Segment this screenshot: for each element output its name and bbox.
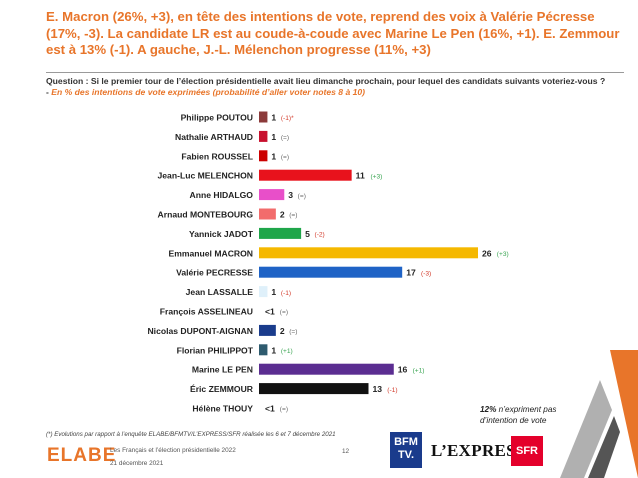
elabe-logo: ELABE	[47, 445, 117, 466]
triangle-dark	[588, 416, 620, 478]
sfr-logo: SFR	[511, 436, 543, 466]
value-label: <1	[265, 307, 275, 317]
change-label: (=)	[289, 212, 297, 219]
change-label: (-1)	[387, 387, 397, 394]
candidate-label: Hélène THOUY	[192, 404, 253, 414]
change-label: (-1)	[281, 290, 291, 297]
bar	[259, 208, 276, 220]
page-number: 12	[342, 448, 350, 455]
bar	[259, 247, 478, 259]
candidate-label: Éric ZEMMOUR	[190, 384, 254, 394]
value-label: 17	[406, 268, 416, 278]
silent-note-value: 12%	[480, 405, 497, 414]
question-bold: Question : Si le premier tour de l’élect…	[46, 76, 606, 97]
change-label: (-2)	[315, 232, 325, 239]
change-label: (+1)	[281, 348, 293, 355]
value-label: 2	[280, 326, 285, 336]
footer-date: 21 décembre 2021	[110, 460, 164, 467]
change-label: (=)	[281, 154, 289, 161]
candidate-label: Nicolas DUPONT-AIGNAN	[147, 326, 253, 336]
bar	[259, 130, 268, 142]
candidate-label: Marine LE PEN	[192, 365, 253, 375]
value-label: 1	[271, 113, 276, 123]
candidate-label: Yannick JADOT	[189, 229, 254, 239]
silent-note-text: n’expriment pas d’intention de vote	[480, 405, 557, 425]
triangle-grey	[560, 380, 612, 478]
divider	[46, 72, 624, 73]
headline: E. Macron (26%, +3), en tête des intenti…	[46, 9, 620, 57]
value-label: 11	[356, 171, 365, 181]
value-label: 1	[271, 151, 276, 161]
bfmtv-logo-line1: BFM	[394, 436, 418, 448]
elabe-triangle-decoration	[560, 350, 638, 478]
change-label: (+1)	[413, 367, 425, 374]
value-label: 5	[305, 229, 310, 239]
candidate-label: Emmanuel MACRON	[168, 248, 253, 258]
bfmtv-logo: BFM TV.	[390, 432, 422, 468]
change-label: (-3)	[421, 270, 431, 277]
bar	[259, 189, 285, 201]
bar	[259, 286, 268, 298]
bar	[259, 111, 268, 123]
bar	[259, 266, 403, 278]
value-label: 13	[373, 384, 383, 394]
value-label: 2	[280, 210, 285, 220]
candidate-label: Anne HIDALGO	[190, 190, 254, 200]
bar	[259, 383, 369, 395]
bar	[259, 344, 268, 356]
bar	[259, 363, 394, 375]
question-text: Question : Si le premier tour de l’élect…	[46, 76, 606, 98]
candidate-label: Philippe POUTOU	[181, 113, 253, 123]
change-label: (=)	[280, 406, 288, 413]
triangle-orange	[610, 350, 638, 478]
value-label: 3	[288, 190, 293, 200]
value-label: 16	[398, 365, 408, 375]
change-label: (=)	[281, 135, 289, 142]
bfmtv-logo-line2: TV.	[397, 449, 415, 461]
change-label: (+3)	[497, 251, 509, 258]
change-label: (=)	[280, 309, 288, 316]
candidate-label: Fabien ROUSSEL	[181, 151, 253, 161]
value-label: 1	[271, 287, 276, 297]
candidate-label: Arnaud MONTEBOURG	[158, 210, 254, 220]
footnote: (*) Evolutions par rapport à l’enquête E…	[46, 431, 336, 438]
bar	[259, 324, 276, 336]
change-label: (=)	[289, 329, 297, 336]
value-label: 1	[271, 345, 276, 355]
value-label: <1	[265, 404, 275, 414]
silent-note: 12% n’expriment pas d’intention de vote	[480, 404, 570, 426]
value-label: 26	[482, 248, 492, 258]
bar	[259, 150, 268, 162]
candidate-label: Florian PHILIPPOT	[177, 345, 254, 355]
footer-survey-title: Les Français et l’élection présidentiell…	[110, 447, 236, 454]
candidate-label: François ASSELINEAU	[160, 307, 253, 317]
candidate-label: Jean-Luc MELENCHON	[158, 171, 254, 181]
change-label: (+3)	[370, 173, 382, 180]
lexpress-logo: L’EXPRESS	[431, 441, 526, 460]
candidate-label: Jean LASSALLE	[186, 287, 254, 297]
question-subtitle: En % des intentions de vote exprimées (p…	[51, 87, 366, 97]
bar	[259, 169, 352, 181]
candidate-label: Valérie PECRESSE	[176, 268, 253, 278]
candidate-label: Nathalie ARTHAUD	[175, 132, 253, 142]
change-label: (-1)*	[281, 115, 294, 122]
value-label: 1	[271, 132, 276, 142]
bar	[259, 227, 302, 239]
change-label: (=)	[298, 193, 306, 200]
